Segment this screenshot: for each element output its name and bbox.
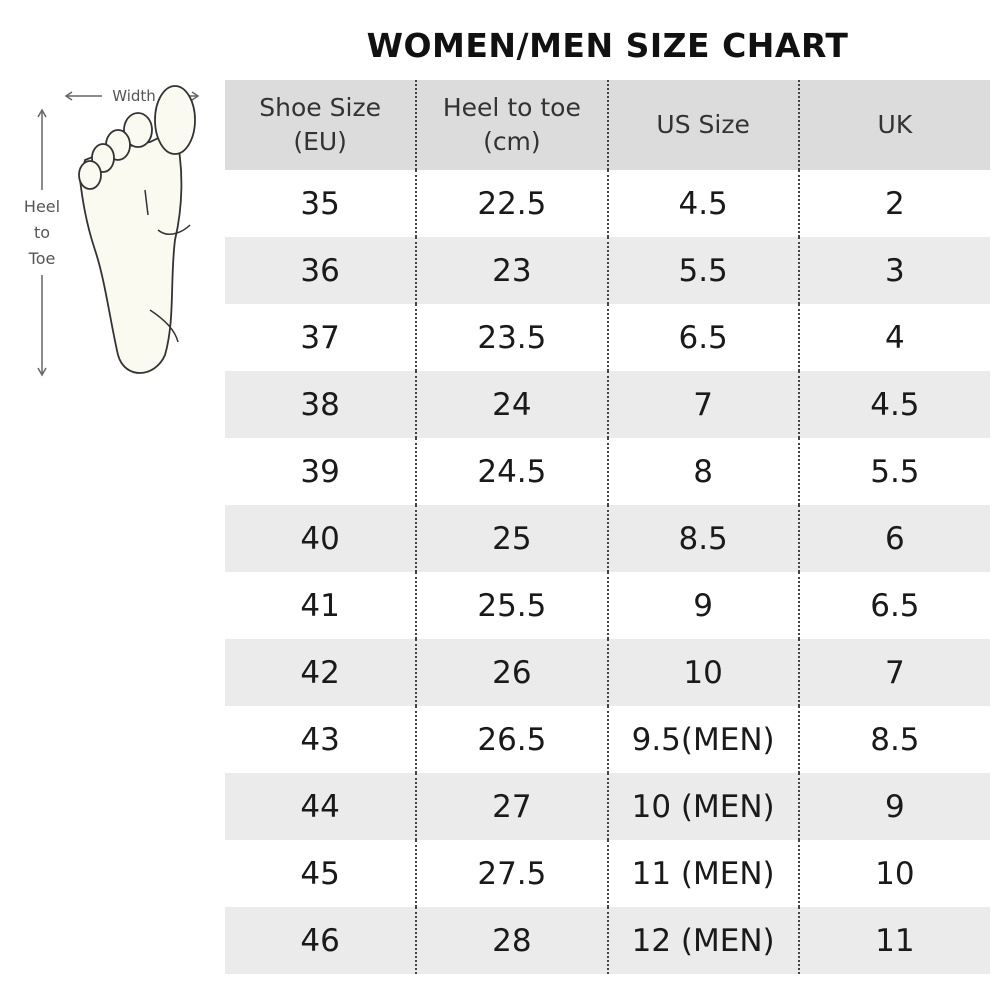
uk-size-cell: 9: [797, 773, 990, 840]
uk-size-cell: 8.5: [797, 706, 990, 773]
header-row: Shoe Size (EU) Heel to toe (cm) US Size UK: [225, 80, 990, 170]
eu-size-cell: 40: [225, 505, 417, 572]
eu-size-cell: 41: [300, 587, 340, 624]
us-size-cell: 10 (MEN): [606, 773, 799, 840]
size-table: Shoe Size (EU) Heel to toe (cm) US Size UK…: [225, 80, 990, 974]
header-uk: UK: [797, 80, 990, 170]
us-size-cell: 8: [606, 438, 799, 505]
us-size-cell: 6.5: [606, 304, 799, 371]
heel-to-toe-cm-cell: 27: [415, 773, 608, 840]
heel-to-toe-cm-cell: 25: [415, 505, 608, 572]
us-size-cell: 8.5: [606, 505, 799, 572]
us-size-cell: 9.5(MEN): [606, 706, 799, 773]
heel-to-toe-cm-cell: 28: [415, 907, 608, 974]
uk-size-cell: 11: [797, 907, 990, 974]
us-size-cell: 9: [606, 572, 799, 639]
page-title: WOMEN/MEN SIZE CHART: [366, 26, 849, 65]
eu-size-cell: 35: [300, 185, 340, 222]
table-row: 41 25.5 9 6.5: [225, 572, 990, 639]
eu-size-cell: 37: [300, 319, 340, 356]
table-row: 35 22.5 4.5 2: [225, 170, 990, 237]
uk-size-cell: 6: [797, 505, 990, 572]
eu-size-cell: 44: [225, 773, 417, 840]
uk-size-cell: 2: [797, 170, 990, 237]
heel-to-toe-cm-cell: 23.5: [415, 304, 608, 371]
header-us: US Size: [606, 80, 799, 170]
table-row: 45 27.5 11 (MEN) 10: [225, 840, 990, 907]
width-label: Width: [112, 87, 156, 105]
table-row: 46 28 12 (MEN) 11: [225, 907, 990, 974]
us-size-cell: 7: [606, 371, 799, 438]
table-row: 40 25 8.5 6: [225, 505, 990, 572]
heel-to-toe-cm-cell: 23: [415, 237, 608, 304]
heel-to-toe-cm-cell: 26.5: [415, 706, 608, 773]
foot-diagram: Width Heel to Toe: [24, 85, 200, 377]
header-eu: Shoe Size (EU): [225, 80, 417, 170]
eu-size-cell: 45: [300, 855, 340, 892]
eu-size-cell: 39: [300, 453, 340, 490]
us-size-cell: 4.5: [606, 170, 799, 237]
uk-size-cell: 5.5: [797, 438, 990, 505]
uk-size-cell: 7: [797, 639, 990, 706]
heel-label: Heel: [24, 197, 60, 216]
heel-to-toe-cm-cell: 26: [415, 639, 608, 706]
table-row: 36 23 5.5 3: [225, 237, 990, 304]
heel-to-toe-cm-cell: 22.5: [415, 170, 608, 237]
heel-to-toe-cm-cell: 25.5: [415, 572, 608, 639]
to-label: to: [34, 223, 50, 242]
eu-size-cell: 43: [300, 721, 340, 758]
eu-size-cell: 36: [225, 237, 417, 304]
table-row: 43 26.5 9.5(MEN) 8.5: [225, 706, 990, 773]
table-row: 39 24.5 8 5.5: [225, 438, 990, 505]
us-size-cell: 10: [606, 639, 799, 706]
uk-size-cell: 4: [797, 304, 990, 371]
uk-size-cell: 3: [797, 237, 990, 304]
table-row: 42 26 10 7: [225, 639, 990, 706]
uk-size-cell: 4.5: [797, 371, 990, 438]
header-cm: Heel to toe (cm): [415, 80, 608, 170]
toe-label: Toe: [28, 249, 56, 268]
eu-size-cell: 46: [225, 907, 417, 974]
heel-to-toe-cm-cell: 24: [415, 371, 608, 438]
heel-to-toe-cm-cell: 24.5: [415, 438, 608, 505]
table-row: 38 24 7 4.5: [225, 371, 990, 438]
eu-size-cell: 42: [225, 639, 417, 706]
heel-to-toe-cm-cell: 27.5: [415, 840, 608, 907]
table-row: 44 27 10 (MEN) 9: [225, 773, 990, 840]
uk-size-cell: 6.5: [797, 572, 990, 639]
us-size-cell: 5.5: [606, 237, 799, 304]
table-row: 37 23.5 6.5 4: [225, 304, 990, 371]
us-size-cell: 11 (MEN): [606, 840, 799, 907]
uk-size-cell: 10: [797, 840, 990, 907]
us-size-cell: 12 (MEN): [606, 907, 799, 974]
eu-size-cell: 38: [225, 371, 417, 438]
